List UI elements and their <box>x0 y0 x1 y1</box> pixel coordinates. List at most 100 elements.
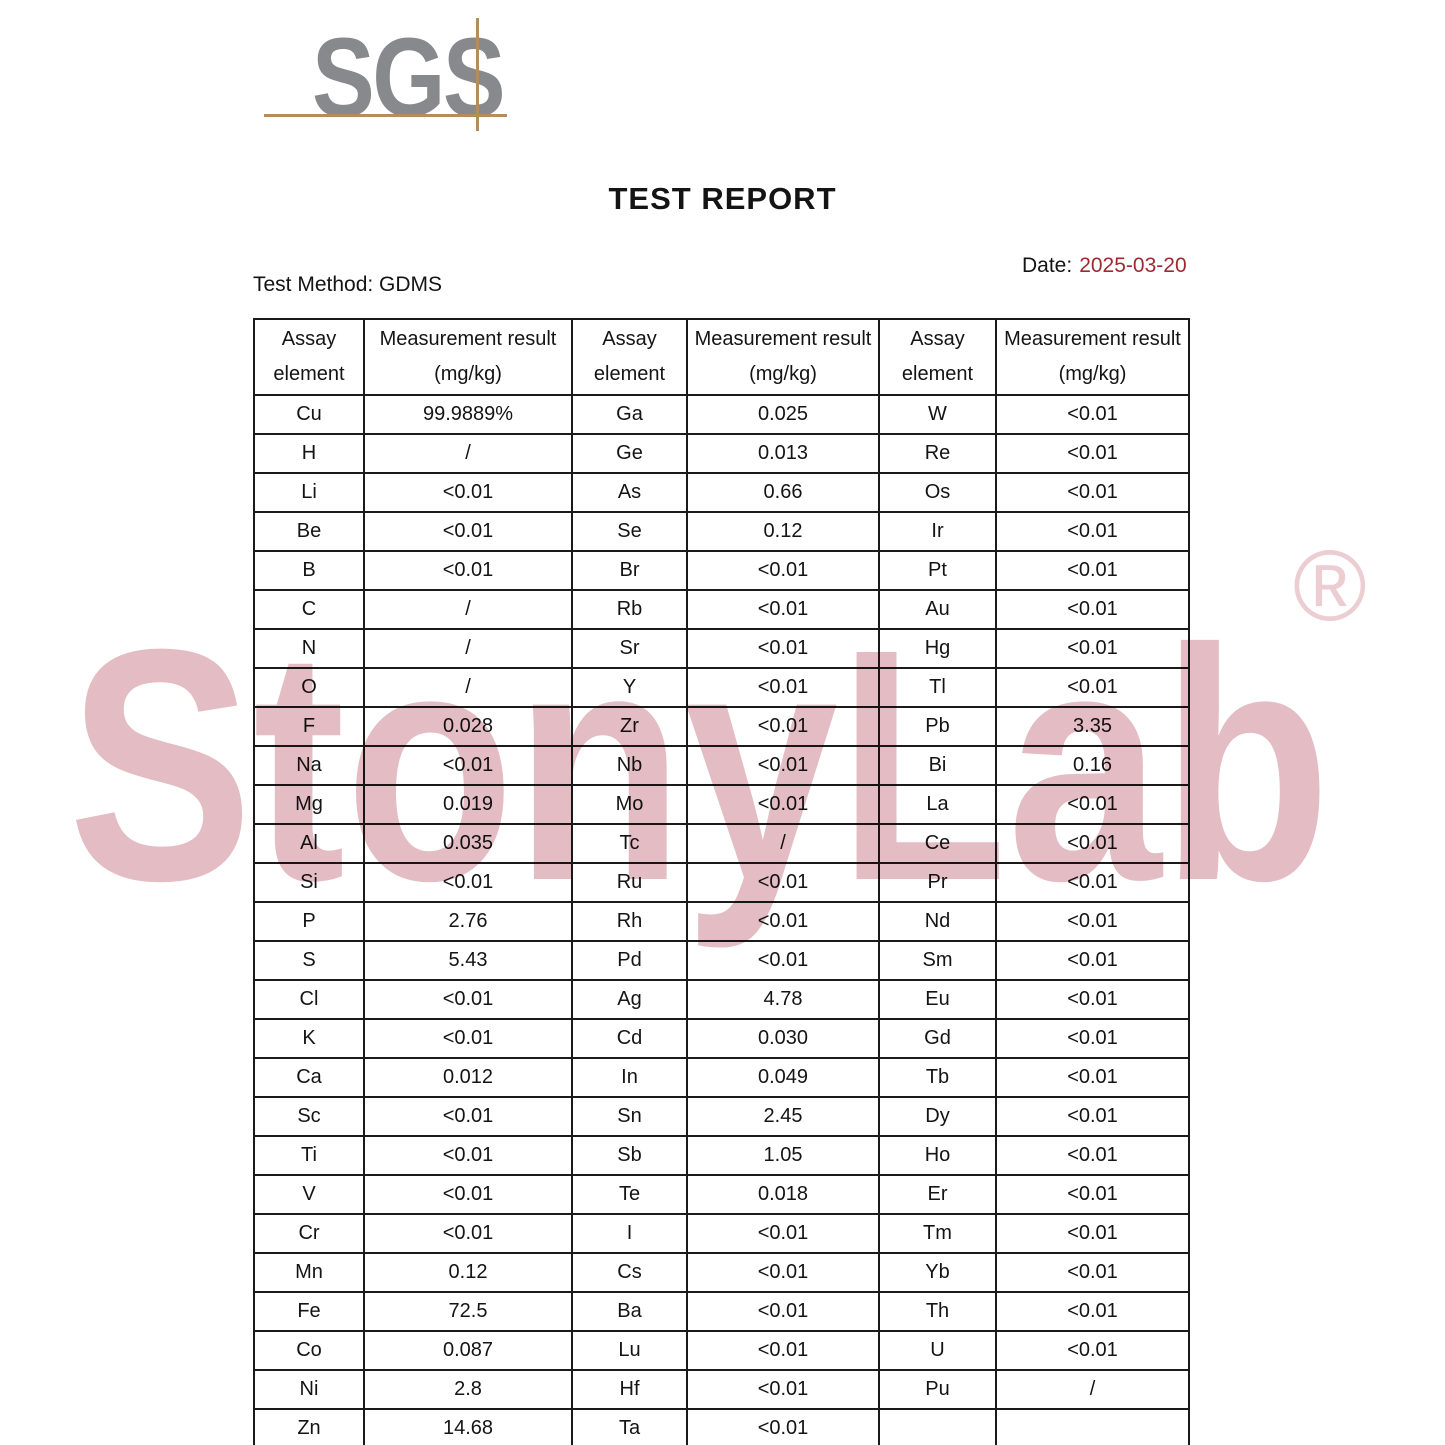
value-cell: <0.01 <box>686 628 880 669</box>
value-cell: <0.01 <box>995 1291 1190 1332</box>
value-cell: <0.01 <box>686 706 880 747</box>
header-line: element <box>901 363 974 385</box>
element-cell: U <box>878 1330 997 1371</box>
element-cell: Li <box>253 472 365 513</box>
element-cell: Ta <box>571 1408 688 1445</box>
element-cell: P <box>253 901 365 942</box>
report-table: Assay element Measurement result (mg/kg)… <box>253 318 1190 1445</box>
element-cell <box>878 1408 997 1445</box>
element-cell: I <box>571 1213 688 1254</box>
element-cell: Cd <box>571 1018 688 1059</box>
element-cell: K <box>253 1018 365 1059</box>
value-cell: 0.012 <box>363 1057 573 1098</box>
value-cell: <0.01 <box>995 1330 1190 1371</box>
header-line: element <box>593 363 666 385</box>
value-cell: <0.01 <box>995 550 1190 591</box>
header-line: Assay <box>281 328 337 350</box>
value-cell: <0.01 <box>995 628 1190 669</box>
value-cell: 0.025 <box>686 394 880 435</box>
value-cell: <0.01 <box>686 550 880 591</box>
table-row: P 2.76 Rh <0.01 Nd <0.01 <box>253 901 1190 942</box>
element-cell: Yb <box>878 1252 997 1293</box>
header-line: (mg/kg) <box>434 363 502 385</box>
value-cell: <0.01 <box>995 979 1190 1020</box>
element-cell: Tl <box>878 667 997 708</box>
value-cell: <0.01 <box>995 511 1190 552</box>
value-cell: <0.01 <box>995 394 1190 435</box>
element-cell: Nb <box>571 745 688 786</box>
table-header-row: Assay element Measurement result (mg/kg)… <box>253 318 1190 396</box>
element-cell: Si <box>253 862 365 903</box>
element-cell: Co <box>253 1330 365 1371</box>
table-row: Fe 72.5 Ba <0.01 Th <0.01 <box>253 1291 1190 1332</box>
value-cell: <0.01 <box>995 1057 1190 1098</box>
element-cell: Nd <box>878 901 997 942</box>
value-cell: 0.66 <box>686 472 880 513</box>
value-cell: <0.01 <box>686 1213 880 1254</box>
value-cell: <0.01 <box>363 979 573 1020</box>
header-line: Measurement result <box>379 328 557 350</box>
value-cell: 1.05 <box>686 1135 880 1176</box>
element-cell: Ag <box>571 979 688 1020</box>
value-cell: <0.01 <box>686 1291 880 1332</box>
element-cell: Sn <box>571 1096 688 1137</box>
value-cell: / <box>363 667 573 708</box>
element-cell: Bi <box>878 745 997 786</box>
assay-element-header: Assay element <box>571 318 688 396</box>
element-cell: Sm <box>878 940 997 981</box>
value-cell: <0.01 <box>686 862 880 903</box>
table-row: Be <0.01 Se 0.12 Ir <0.01 <box>253 511 1190 552</box>
element-cell: Gd <box>878 1018 997 1059</box>
element-cell: Cl <box>253 979 365 1020</box>
element-cell: N <box>253 628 365 669</box>
value-cell: 99.9889% <box>363 394 573 435</box>
element-cell: F <box>253 706 365 747</box>
element-cell: Rb <box>571 589 688 630</box>
element-cell: H <box>253 433 365 474</box>
value-cell: <0.01 <box>995 1252 1190 1293</box>
header-line: element <box>273 363 345 385</box>
element-cell: S <box>253 940 365 981</box>
logo-crossline <box>476 18 479 131</box>
table-row: Si <0.01 Ru <0.01 Pr <0.01 <box>253 862 1190 903</box>
value-cell: <0.01 <box>995 667 1190 708</box>
element-cell: Ho <box>878 1135 997 1176</box>
element-cell: Cs <box>571 1252 688 1293</box>
table-row: Cr <0.01 I <0.01 Tm <0.01 <box>253 1213 1190 1254</box>
value-cell: 3.35 <box>995 706 1190 747</box>
value-cell: <0.01 <box>995 784 1190 825</box>
logo-underline <box>264 114 507 117</box>
element-cell: Hg <box>878 628 997 669</box>
header-line: Measurement result <box>1004 328 1181 350</box>
value-cell: 0.035 <box>363 823 573 864</box>
table-row: Ti <0.01 Sb 1.05 Ho <0.01 <box>253 1135 1190 1176</box>
element-cell: Br <box>571 550 688 591</box>
value-cell: 14.68 <box>363 1408 573 1445</box>
value-cell: <0.01 <box>995 1135 1190 1176</box>
value-cell: <0.01 <box>363 511 573 552</box>
value-cell: <0.01 <box>686 784 880 825</box>
measurement-result-header: Measurement result (mg/kg) <box>686 318 880 396</box>
table-row: Co 0.087 Lu <0.01 U <0.01 <box>253 1330 1190 1371</box>
element-cell: Ru <box>571 862 688 903</box>
table-row: Mg 0.019 Mo <0.01 La <0.01 <box>253 784 1190 825</box>
element-cell: Ir <box>878 511 997 552</box>
element-cell: Os <box>878 472 997 513</box>
element-cell: Lu <box>571 1330 688 1371</box>
value-cell: <0.01 <box>995 1174 1190 1215</box>
table-row: Mn 0.12 Cs <0.01 Yb <0.01 <box>253 1252 1190 1293</box>
element-cell: Au <box>878 589 997 630</box>
element-cell: Mg <box>253 784 365 825</box>
table-row: C / Rb <0.01 Au <0.01 <box>253 589 1190 630</box>
value-cell: 0.030 <box>686 1018 880 1059</box>
element-cell: W <box>878 394 997 435</box>
value-cell: 0.019 <box>363 784 573 825</box>
value-cell: <0.01 <box>686 1369 880 1410</box>
element-cell: Pu <box>878 1369 997 1410</box>
element-cell: Mn <box>253 1252 365 1293</box>
value-cell: <0.01 <box>995 901 1190 942</box>
element-cell: Mo <box>571 784 688 825</box>
value-cell: 2.76 <box>363 901 573 942</box>
element-cell: Rh <box>571 901 688 942</box>
header-line: Measurement result <box>694 328 872 350</box>
